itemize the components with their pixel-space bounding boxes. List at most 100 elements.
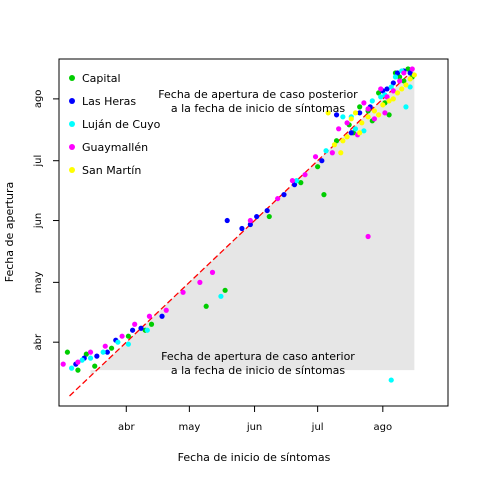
point-series-2-17 [388, 84, 394, 90]
y-tick-label-0: abr [33, 333, 44, 350]
point-series-0-2 [83, 351, 89, 357]
x-tick-label-1: may [178, 422, 200, 433]
point-series-0-1 [75, 367, 81, 373]
point-series-1-21 [384, 86, 390, 92]
point-series-0-13 [321, 192, 327, 198]
x-axis: abr may jun jul ago [118, 405, 393, 433]
points-layer [60, 66, 417, 383]
point-series-0-14 [333, 138, 340, 144]
x-axis-label: Fecha de inicio de síntomas [178, 451, 331, 464]
reference-line-layer [69, 68, 415, 397]
point-series-4-6 [371, 108, 378, 114]
point-series-3-15 [312, 154, 319, 160]
point-series-4-3 [352, 110, 359, 116]
point-series-3-12 [275, 195, 281, 202]
point-series-4-7 [376, 112, 382, 118]
point-series-3-9 [197, 279, 203, 285]
point-series-4-5 [365, 114, 371, 120]
annotation-upper-line2: a la fecha de inicio de síntomas [171, 102, 346, 115]
point-series-0-7 [148, 321, 155, 327]
point-series-2-10 [340, 114, 346, 120]
point-series-4-15 [411, 72, 417, 78]
legend: Capital Las Heras Luján de Cuyo Guaymallén S… [69, 72, 161, 177]
point-series-1-25 [407, 70, 413, 76]
y-tick-label-1: may [33, 271, 44, 293]
point-series-4-4 [359, 120, 365, 126]
point-series-1-13 [281, 192, 287, 198]
legend-marker-3 [69, 144, 75, 150]
point-series-2-4 [115, 339, 121, 345]
point-series-1-9 [239, 225, 245, 232]
point-series-1-10 [247, 221, 253, 228]
point-series-4-0 [331, 142, 338, 148]
legend-label-0: Capital [82, 72, 121, 85]
point-series-2-6 [144, 327, 150, 333]
point-series-2-22 [388, 377, 394, 383]
x-tick-label-3: jul [311, 422, 324, 433]
point-series-1-22 [390, 80, 396, 86]
point-series-4-1 [338, 150, 344, 156]
point-series-0-8 [203, 303, 209, 309]
legend-marker-1 [69, 98, 75, 104]
point-series-3-25 [397, 78, 403, 84]
legend-label-1: Las Heras [82, 95, 136, 108]
x-tick-label-2: jun [246, 422, 262, 433]
point-series-2-9 [323, 148, 329, 154]
point-series-2-8 [294, 178, 300, 184]
point-series-3-19 [361, 100, 367, 106]
point-series-1-16 [333, 112, 340, 118]
point-series-3-24 [390, 88, 396, 94]
point-series-3-20 [365, 106, 371, 112]
point-series-4-14 [407, 76, 413, 82]
x-tick-label-4: ago [374, 422, 393, 433]
point-series-2-1 [79, 357, 85, 363]
point-series-0-5 [125, 333, 131, 339]
point-series-0-22 [386, 112, 392, 118]
point-series-0-24 [397, 74, 403, 80]
point-series-4-10 [390, 96, 396, 102]
point-series-1-2 [94, 353, 100, 359]
point-series-2-2 [87, 355, 94, 361]
point-series-0-12 [315, 164, 321, 170]
point-series-3-22 [378, 86, 384, 92]
point-series-3-16 [329, 150, 335, 156]
point-series-3-6 [146, 313, 153, 319]
legend-label-2: Luján de Cuyo [82, 118, 161, 131]
legend-marker-2 [69, 121, 75, 127]
y-axis: abr may jun jul ago [33, 90, 60, 350]
point-series-0-17 [357, 104, 363, 110]
point-series-2-20 [403, 104, 409, 110]
point-series-3-21 [371, 116, 378, 122]
point-series-3-10 [209, 269, 216, 275]
point-series-4-2 [344, 134, 350, 140]
annotation-lower-line1: Fecha de apertura de caso anterior [161, 350, 355, 363]
point-series-4-13 [403, 82, 409, 88]
point-series-2-7 [218, 293, 224, 299]
identity-line [69, 68, 415, 397]
point-series-4-18 [325, 110, 331, 116]
point-series-2-5 [125, 341, 131, 347]
point-series-4-9 [386, 98, 392, 104]
point-series-0-26 [405, 66, 411, 72]
annotation-upper-line1: Fecha de apertura de caso posterior [158, 88, 358, 101]
point-series-0-9 [222, 287, 228, 293]
point-series-3-5 [132, 321, 138, 327]
point-series-4-8 [380, 102, 386, 108]
point-series-3-3 [102, 343, 108, 349]
point-series-0-11 [298, 180, 304, 186]
point-series-1-7 [159, 313, 165, 319]
point-series-1-23 [394, 70, 401, 76]
legend-marker-0 [69, 75, 75, 81]
point-series-0-3 [92, 363, 98, 369]
point-series-4-17 [340, 138, 346, 144]
point-series-1-18 [357, 110, 363, 116]
point-series-2-13 [361, 128, 367, 134]
point-series-4-11 [394, 90, 401, 96]
point-series-3-13 [289, 178, 295, 184]
point-series-4-12 [399, 86, 405, 92]
point-series-3-23 [384, 94, 390, 100]
y-axis-label: Fecha de apertura [3, 182, 16, 283]
point-series-3-26 [401, 70, 407, 76]
point-series-3-2 [87, 349, 94, 355]
point-series-1-6 [138, 325, 144, 331]
